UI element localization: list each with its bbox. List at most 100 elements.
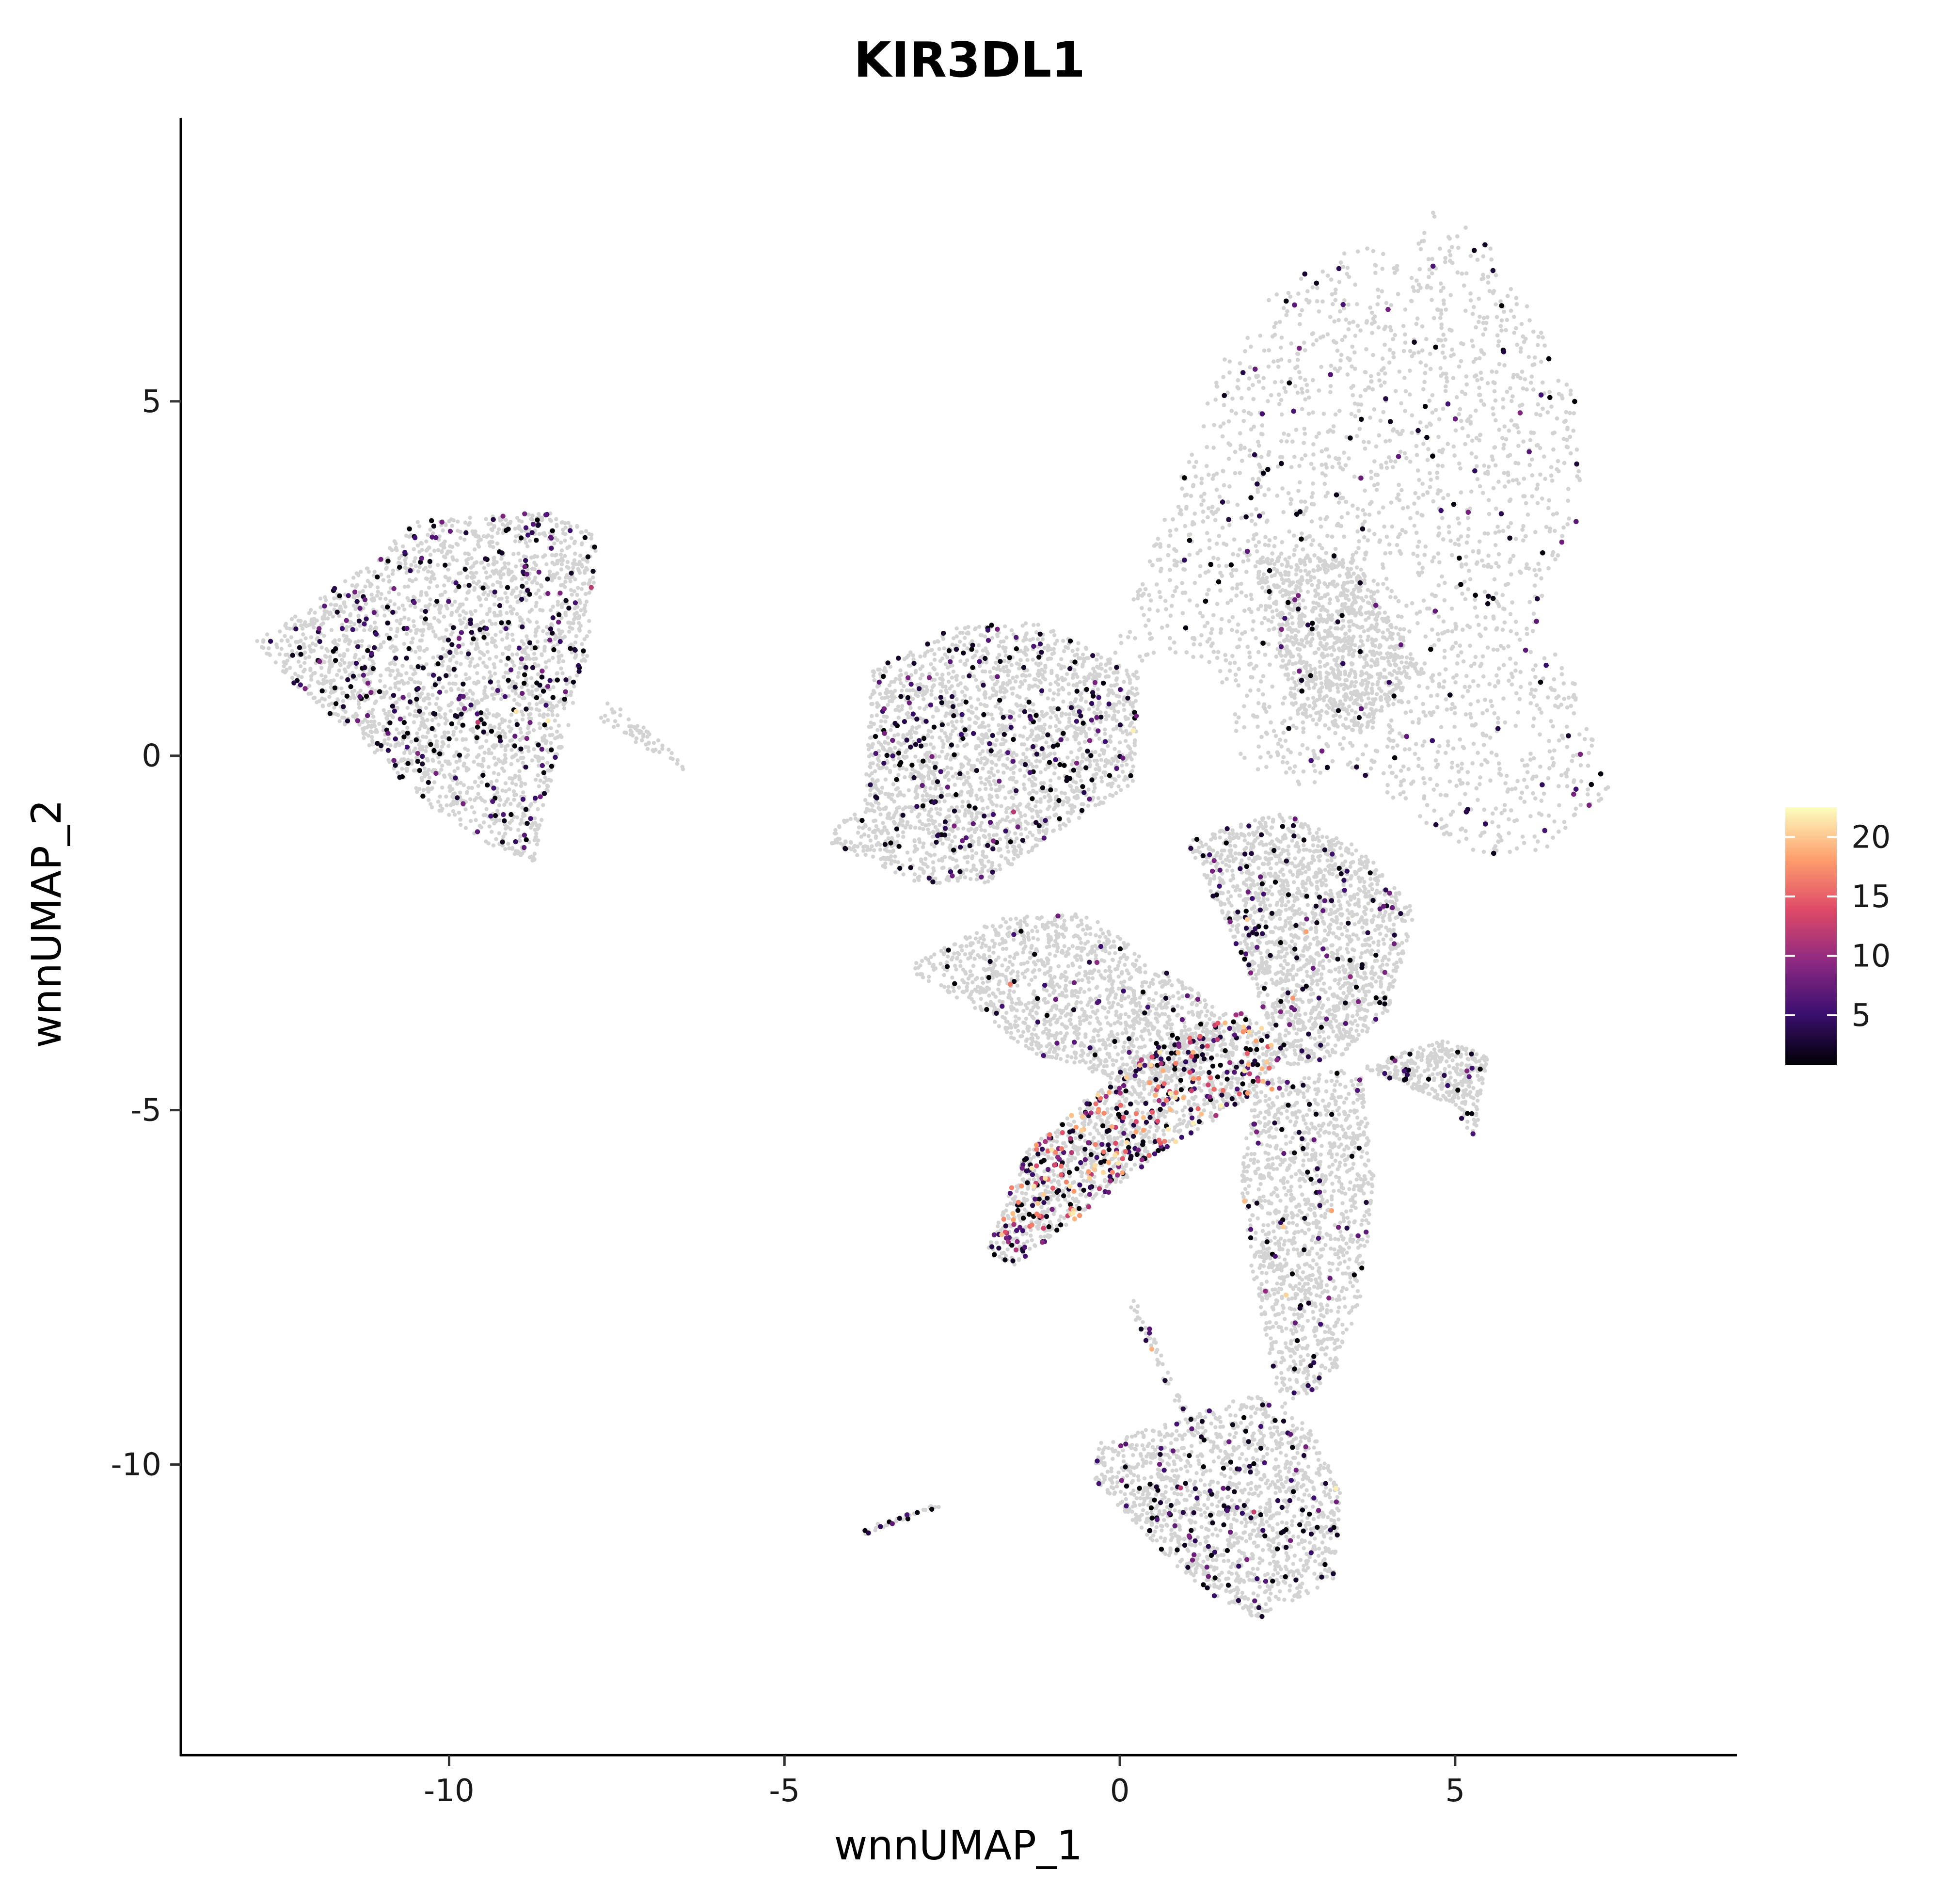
cell-point [975,649,979,653]
cell-point [523,696,526,700]
cell-point [1033,683,1037,687]
cell-point [1106,693,1110,697]
cell-point [984,704,987,708]
cell-point [874,824,878,828]
cell-point [454,726,458,730]
cell-point [357,657,361,661]
cell-point [1092,789,1096,793]
cell-point [1035,811,1039,815]
cell-point [461,621,464,624]
cell-point [1022,742,1026,746]
cell-point [1065,737,1069,741]
cell-point [493,594,497,598]
cell-point [526,688,530,692]
cell-point [983,880,986,884]
cell-point [895,806,899,810]
cell-point [1036,637,1040,641]
cell-point [499,744,503,748]
cell-point [1031,765,1035,768]
cell-point [285,668,288,672]
cell-point [602,720,606,724]
cell-point [421,687,425,691]
cell-point [437,608,441,611]
cell-point [941,685,945,688]
cell-point [1010,710,1014,714]
cell-point [967,828,970,832]
cell-point [1012,718,1016,722]
cell-point [887,792,890,796]
cell-point [572,685,576,688]
cell-point [361,720,365,724]
cell-point [652,741,656,745]
cell-point [892,800,896,803]
cell-point [879,725,883,729]
cell-point [1005,815,1009,819]
cell-point [450,787,454,791]
cell-point [916,815,920,818]
cell-point [487,522,491,526]
cell-point [491,569,494,573]
cell-point [892,696,896,700]
cell-point [424,706,428,710]
cell-point [1061,678,1065,682]
cell-point [430,575,434,578]
cell-point [1093,750,1097,754]
cell-point [459,817,462,821]
cell-point [900,704,904,708]
cell-point [1067,712,1071,716]
cell-point [1087,707,1091,711]
cell-point [921,779,925,783]
cell-point [970,705,973,709]
cell-point [901,733,905,737]
cell-point [342,602,346,606]
cell-point [966,800,970,804]
cell-point [885,715,889,719]
cell-point [996,795,1000,799]
cell-point [447,562,451,566]
cell-point [1037,831,1041,834]
cell-point [545,788,549,792]
cell-point [1077,656,1081,660]
cell-point [392,649,396,653]
cell-point [309,619,313,623]
cell-point [883,740,887,744]
cell-point [472,760,476,764]
cell-point [533,852,537,856]
cell-point [1036,734,1040,737]
cell-point [532,857,536,861]
cell-point [905,768,908,771]
cell-point [483,713,487,717]
cell-point [830,841,834,845]
cell-point [442,615,446,619]
cell-point [518,839,522,843]
cell-point [973,720,977,724]
cell-point [342,610,346,614]
cell-point [1055,674,1059,678]
cell-point [1117,694,1121,698]
cell-point [896,786,900,790]
cell-point [409,740,413,744]
cell-point [1053,642,1057,646]
cell-point [484,807,488,811]
cell-point [495,531,499,535]
cell-point [1022,725,1026,729]
cell-point [447,704,451,707]
cell-point [360,639,364,643]
cell-point [585,654,589,658]
cell-point [1015,661,1019,665]
cell-point [958,640,962,643]
cell-point [534,656,538,660]
cell-point [518,777,522,781]
cell-point [902,794,906,798]
cell-point [472,529,476,533]
cell-point [1052,829,1056,832]
cell-point [543,553,547,557]
cell-point [542,712,546,716]
cell-point [605,702,609,705]
cell-point [874,836,878,840]
cell-point [318,596,322,600]
cell-point [371,662,375,666]
cell-point [1125,763,1128,767]
cell-point [992,773,996,777]
cell-point [997,664,1001,668]
